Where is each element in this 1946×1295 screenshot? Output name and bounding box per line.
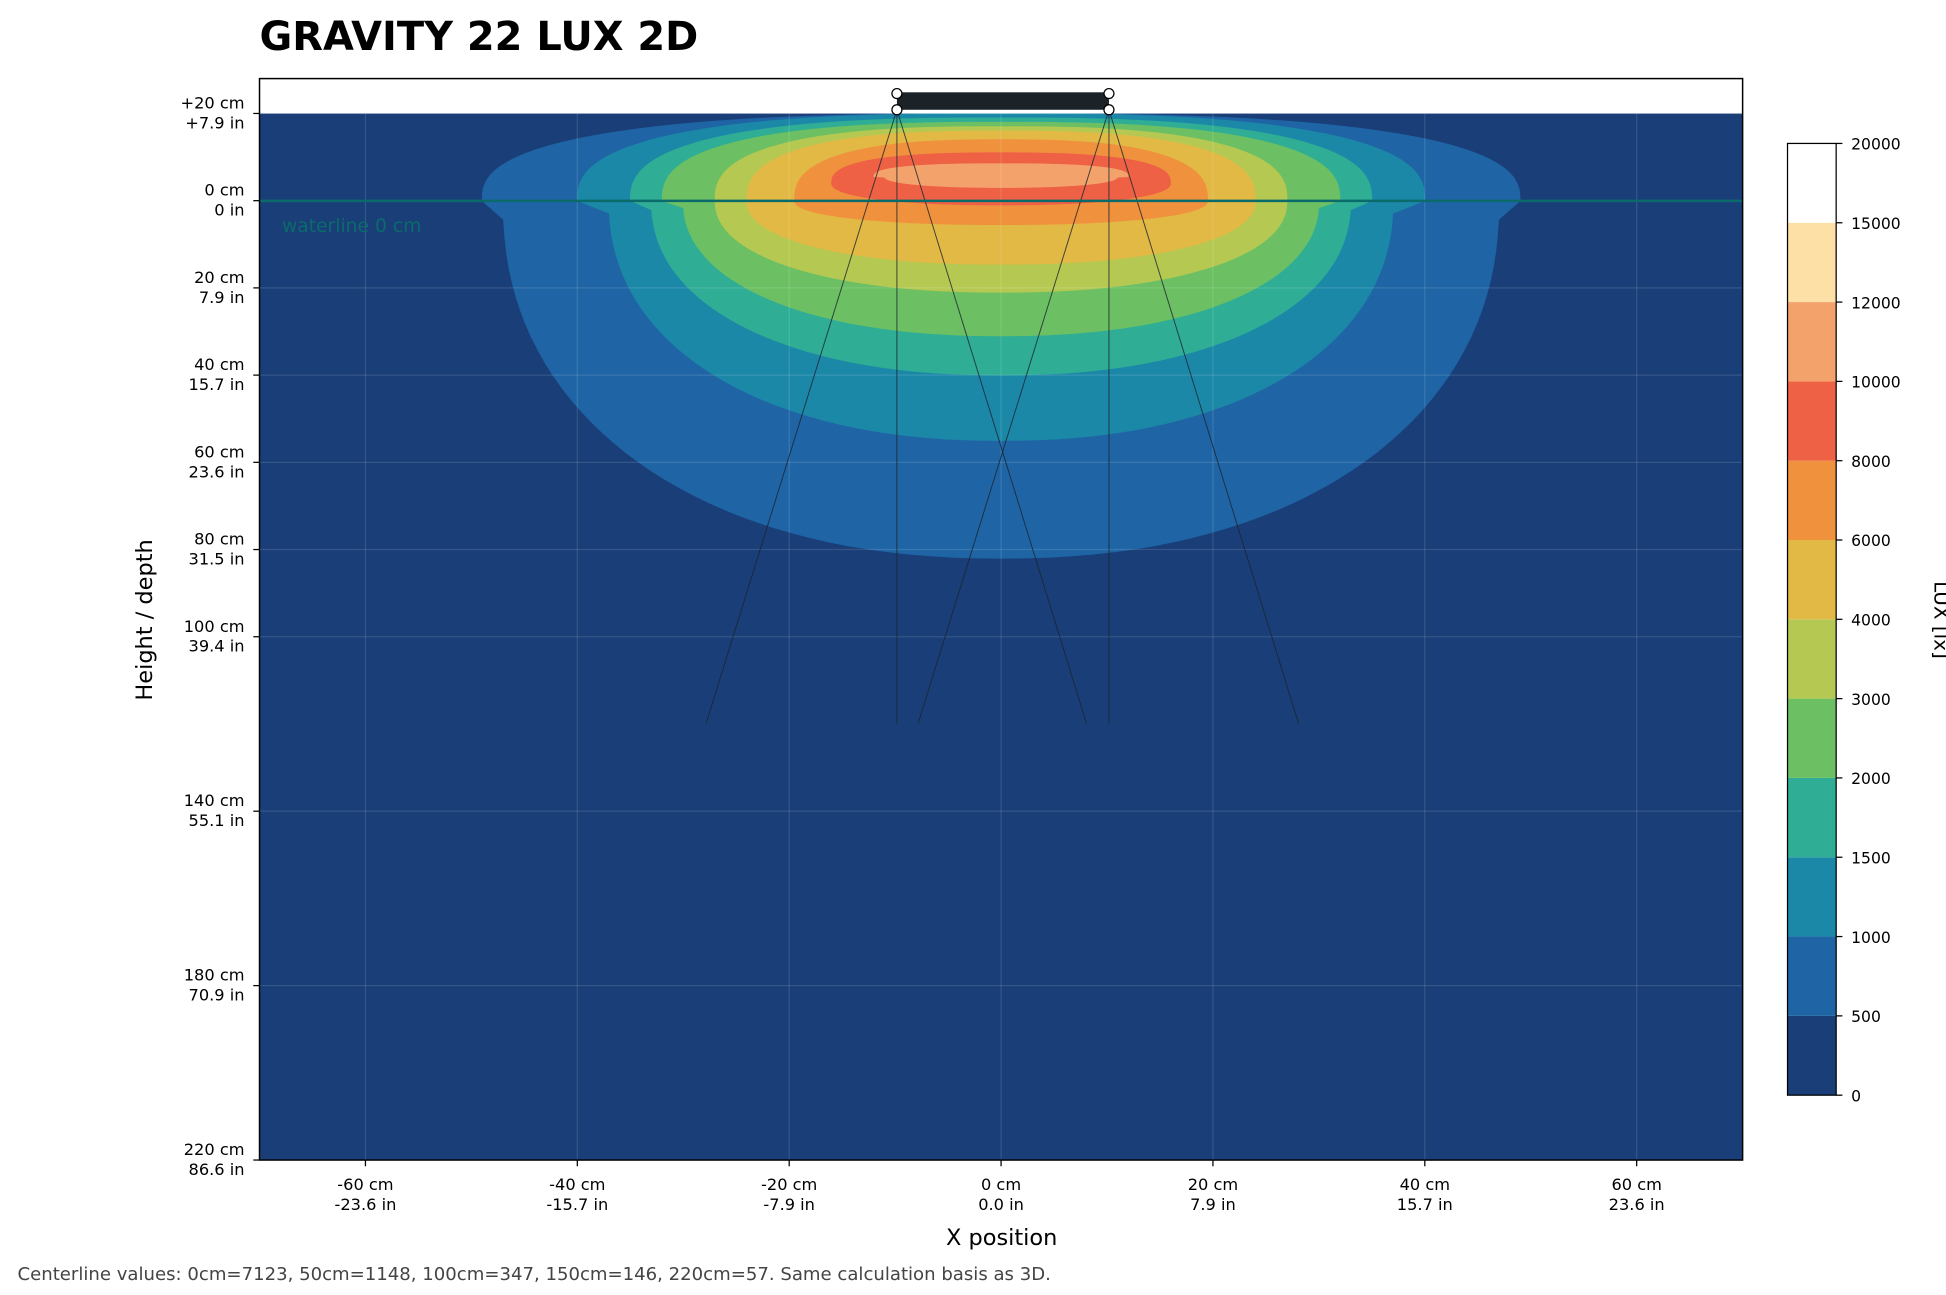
y-tick-label: 20 cm 7.9 in — [194, 268, 244, 307]
fixture-point — [1103, 104, 1115, 116]
y-tick-label-line: +20 cm — [181, 93, 245, 112]
y-tick-label-line: 39.4 in — [189, 637, 245, 656]
colorbar-band — [1787, 460, 1837, 540]
x-axis-label: X position — [946, 1225, 1057, 1251]
colorbar-band — [1787, 539, 1837, 620]
colorbar: 0 500 1000 1500 2000 3000 4000 6000 8000 10000 120… — [1786, 136, 1901, 1105]
y-tick-label: 80 cm 31.5 in — [189, 530, 245, 569]
y-tick-label-line: 23.6 in — [189, 462, 245, 481]
colorbar-tick-label: 20000 — [1851, 136, 1901, 154]
x-tick-label-line: -60 cm — [337, 1175, 393, 1194]
fixture-point — [891, 104, 903, 116]
colorbar-tick-label: 6000 — [1851, 532, 1891, 550]
colorbar-band — [1787, 619, 1837, 699]
fixture-point — [1103, 87, 1115, 100]
waterline-label: waterline 0 cm — [282, 216, 421, 237]
colorbar-label: LUX [lx] — [1930, 581, 1946, 659]
colorbar-band — [1787, 936, 1837, 1016]
y-tick-label-line: 86.6 in — [189, 1160, 245, 1179]
colorbar-tick-label: 1000 — [1851, 929, 1891, 947]
y-tick-label: 100 cm 39.4 in — [184, 617, 245, 656]
colorbar-band — [1787, 302, 1837, 382]
y-tick-label-line: 15.7 in — [189, 375, 245, 394]
contour-layer — [259, 113, 1743, 1161]
colorbar-tick-label: 1500 — [1851, 849, 1891, 867]
beam-line — [1108, 109, 1300, 724]
fixture — [891, 87, 1115, 116]
colorbar-tick-label: 500 — [1851, 1008, 1881, 1026]
x-tick-label-line: 0 cm — [981, 1175, 1021, 1194]
x-tick-label: -40 cm -15.7 in — [546, 1175, 608, 1214]
y-tick-label: 180 cm 70.9 in — [184, 966, 245, 1005]
fixture-body — [896, 92, 1109, 110]
y-tick-label-line: 7.9 in — [199, 288, 245, 307]
y-tick-label-line: 20 cm — [194, 268, 244, 287]
y-tick-label: 60 cm 23.6 in — [189, 442, 245, 481]
y-tick-label: 140 cm 55.1 in — [184, 791, 245, 830]
y-tick-label-line: 40 cm — [194, 355, 244, 374]
y-tick-label-line: 60 cm — [194, 442, 244, 461]
y-tick-label-line: 55.1 in — [189, 811, 245, 830]
y-axis-label: Height / depth — [132, 539, 158, 700]
y-tick-label: +20 cm +7.9 in — [181, 93, 245, 132]
colorbar-band — [1787, 222, 1837, 303]
y-tick-label: 40 cm 15.7 in — [189, 355, 245, 394]
colorbar-tick-label: 4000 — [1851, 612, 1891, 630]
beam-line — [896, 109, 1087, 724]
colorbar-band — [1787, 857, 1837, 937]
y-tick-label-line: 100 cm — [184, 617, 245, 636]
y-tick-label-line: 0 in — [214, 201, 244, 220]
x-tick-label-line: 23.6 in — [1609, 1195, 1665, 1214]
fixture-point — [891, 87, 903, 100]
colorbar-band — [1787, 777, 1837, 858]
beam-lines — [705, 109, 1300, 724]
footnote: Centerline values: 0cm=7123, 50cm=1148, … — [18, 1264, 1051, 1285]
x-tick-label-line: -15.7 in — [546, 1195, 608, 1214]
x-tick-label-line: 40 cm — [1400, 1175, 1450, 1194]
y-tick-label: 0 cm 0 in — [204, 181, 244, 220]
beam-line — [705, 109, 898, 724]
x-tick-label: -20 cm -7.9 in — [761, 1175, 817, 1214]
x-tick-label-line: 60 cm — [1611, 1175, 1661, 1194]
x-tick-label-line: -23.6 in — [335, 1195, 397, 1214]
colorbar-tick-label: 3000 — [1851, 691, 1891, 709]
colorbar-band — [1787, 143, 1837, 223]
x-tick-label: 20 cm 7.9 in — [1188, 1175, 1238, 1214]
x-tick-label-line: -7.9 in — [763, 1195, 815, 1214]
y-tick-label: 220 cm 86.6 in — [184, 1140, 245, 1179]
colorbar-band — [1787, 381, 1837, 461]
contour-band — [873, 163, 1129, 188]
y-tick-label-line: 80 cm — [194, 530, 244, 549]
x-tick-label-line: 20 cm — [1188, 1175, 1238, 1194]
y-tick-label-line: +7.9 in — [185, 113, 244, 132]
y-tick-label-line: 180 cm — [184, 966, 245, 985]
x-tick-label: 60 cm 23.6 in — [1609, 1175, 1665, 1214]
colorbar-tick-label: 8000 — [1851, 453, 1891, 471]
x-tick-label-line: -20 cm — [761, 1175, 817, 1194]
colorbar-tick-label: 12000 — [1851, 294, 1901, 312]
chart-title: GRAVITY 22 LUX 2D — [260, 14, 699, 60]
colorbar-tick-label: 15000 — [1851, 215, 1901, 233]
x-tick-label-line: -40 cm — [549, 1175, 605, 1194]
x-tick-label-line: 7.9 in — [1190, 1195, 1236, 1214]
colorbar-band — [1787, 1015, 1837, 1096]
x-tick-label-line: 15.7 in — [1397, 1195, 1453, 1214]
x-tick-label: 0 cm 0.0 in — [978, 1175, 1024, 1214]
colorbar-tick-label: 0 — [1851, 1087, 1861, 1105]
y-tick-label-line: 31.5 in — [189, 550, 245, 569]
y-tick-label-line: 0 cm — [204, 181, 244, 200]
x-tick-label: 40 cm 15.7 in — [1397, 1175, 1453, 1214]
beam-line — [917, 109, 1110, 724]
x-tick-label: -60 cm -23.6 in — [335, 1175, 397, 1214]
y-tick-label-line: 70.9 in — [189, 986, 245, 1005]
x-tick-label-line: 0.0 in — [978, 1195, 1024, 1214]
colorbar-band — [1787, 698, 1837, 778]
y-tick-label-line: 140 cm — [184, 791, 245, 810]
colorbar-tick-label: 10000 — [1851, 374, 1901, 392]
colorbar-tick-label: 2000 — [1851, 770, 1891, 788]
y-tick-label-line: 220 cm — [184, 1140, 245, 1159]
